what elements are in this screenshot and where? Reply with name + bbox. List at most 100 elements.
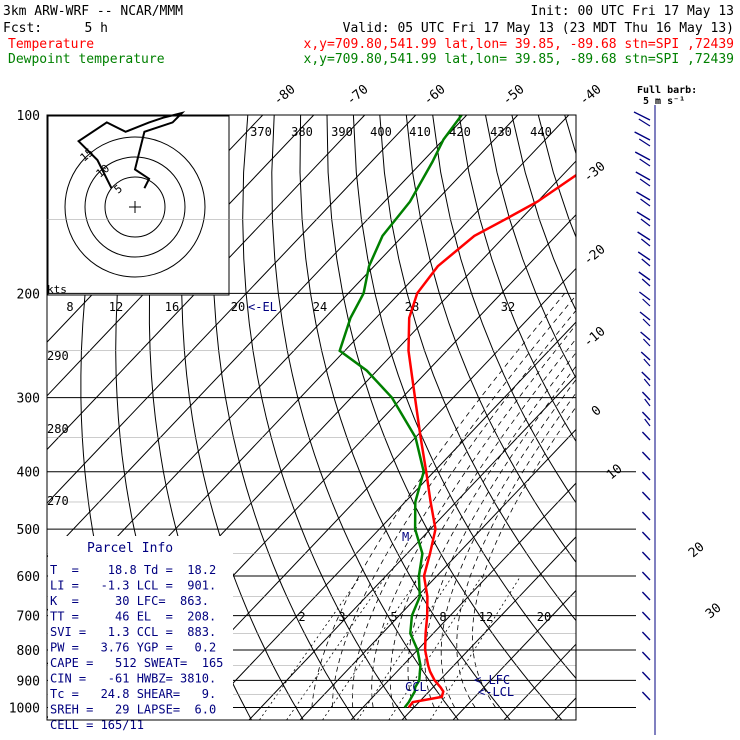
ccl-marker: CCL [405,680,427,694]
moist-adiabat-line [407,352,576,708]
mixing-ratio-line [322,575,421,720]
mixing-ratio-label: 32 [501,300,515,314]
isotherm-label: -50 [500,82,528,109]
dry-adiabat-label: 290 [47,349,69,363]
parcel-info-row: SREH = 29 LAPSE= 6.0 [50,703,216,717]
isotherm-line [47,115,366,451]
hodograph-trace [77,111,186,189]
mixing-ratio-label: 20 [231,300,245,314]
hodograph-ring [64,136,206,278]
wind-barb [642,338,651,347]
mixing-ratio-label: 12 [479,610,493,624]
isotherm-label: -30 [581,159,609,186]
mixing-ratio-label: 5 [390,610,397,624]
dry-adiabat-line [326,115,563,720]
level-annotations: <-EL M <-LFC <-LCL CCL [248,300,514,699]
dry-adiabat-line [299,115,511,720]
hodograph-panel [47,115,230,296]
mixing-ratio-label: 8 [66,300,73,314]
moist-adiabat-line [440,378,576,708]
mixing-ratio-label: 2 [298,610,305,624]
mixing-ratio-label: 12 [109,300,123,314]
dry-adiabat-line [644,115,740,720]
dry-adiabat-line [379,115,576,622]
wind-barb [643,378,651,387]
mixing-ratio-label: 3 [338,610,345,624]
wind-barb [641,531,651,541]
parcel-info-row: CELL = 165/11 [50,718,144,732]
isotherm-line [47,115,519,612]
moist-adiabat-line [456,392,576,708]
isotherm-label: -80 [271,82,299,109]
dry-adiabat-line [271,115,459,720]
wind-barb [642,298,651,307]
isotherm-line [146,267,576,720]
dry-adiabat-line [511,115,576,312]
isotherm-label: 30 [703,601,725,623]
wind-barb [641,551,651,561]
mixing-ratio-line [259,575,361,720]
wind-barb [636,211,651,221]
theta-label: 420 [449,125,471,139]
wind-barb [634,151,651,161]
isotherm-label: 0 [589,403,605,420]
wind-barb [641,671,651,681]
wind-barb [635,171,651,181]
mixing-ratio-line [357,575,453,720]
chart-header: 3km ARW-WRF -- NCAR/MMM Init: 00 UTC Fri… [3,4,734,67]
dry-adiabat-line [670,115,740,720]
moist-adiabat-line [331,294,576,708]
el-marker: <-EL [248,300,277,314]
wind-barb [639,158,651,167]
wind-barb [641,411,651,421]
dry-adiabat-line [405,115,576,564]
dry-adiabat-label: 280 [47,422,69,436]
mixing-ratio-line [286,575,387,720]
isotherm-label: -20 [581,242,609,269]
parcel-info-row: K = 30 LFC= 863. [50,594,209,608]
wind-barb [641,391,651,401]
full-barb-label: Full barb: [637,85,697,96]
theta-label: 380 [291,125,313,139]
moist-adiabat-line [311,293,566,708]
wind-barb [644,398,651,407]
pressure-label: 100 [17,109,40,124]
wind-barb [634,131,651,141]
m-marker: M [402,530,409,544]
parcel-info-row: LI = -1.3 LCL = 901. [50,579,216,593]
wind-barb [639,311,651,321]
mixing-ratio-label: 24 [313,300,327,314]
wind-barb [643,358,651,367]
full-barb-legend: Full barb: 5 m s⁻¹ [637,85,697,107]
pressure-label: 300 [17,392,40,407]
theta-label: 400 [370,125,392,139]
pressure-label: 600 [17,570,40,585]
hodograph-unit-label: kts [47,283,67,296]
isotherm-line [47,115,417,504]
isotherm-label: 10 [604,462,626,484]
theta-label: 370 [250,125,272,139]
isotherm-line [606,115,740,720]
parcel-info-title: Parcel Info [87,541,173,556]
mixing-ratio-label: 16 [165,300,179,314]
wind-barb [638,118,651,127]
dry-adiabat-line [212,115,356,720]
wind-barb [640,218,651,227]
wind-barb [637,231,651,241]
wind-barb [641,471,651,481]
wind-barb [640,198,651,207]
wind-barb [640,351,651,361]
dry-adiabat-line [242,115,408,720]
temperature-profile-line [407,173,576,709]
isotherm-line [299,428,576,720]
mixing-ratio-label: 8 [439,610,446,624]
theta-label: 410 [409,125,431,139]
dry-adiabat-line [352,115,576,680]
lfc-marker: <-LFC [474,673,510,687]
pressure-label: 900 [17,674,40,689]
valid-time: Valid: 05 UTC Fri 17 May 13 (23 MDT Thu … [343,21,734,36]
isotherm-label: -10 [581,324,609,351]
forecast-label: Fcst: [3,21,42,36]
